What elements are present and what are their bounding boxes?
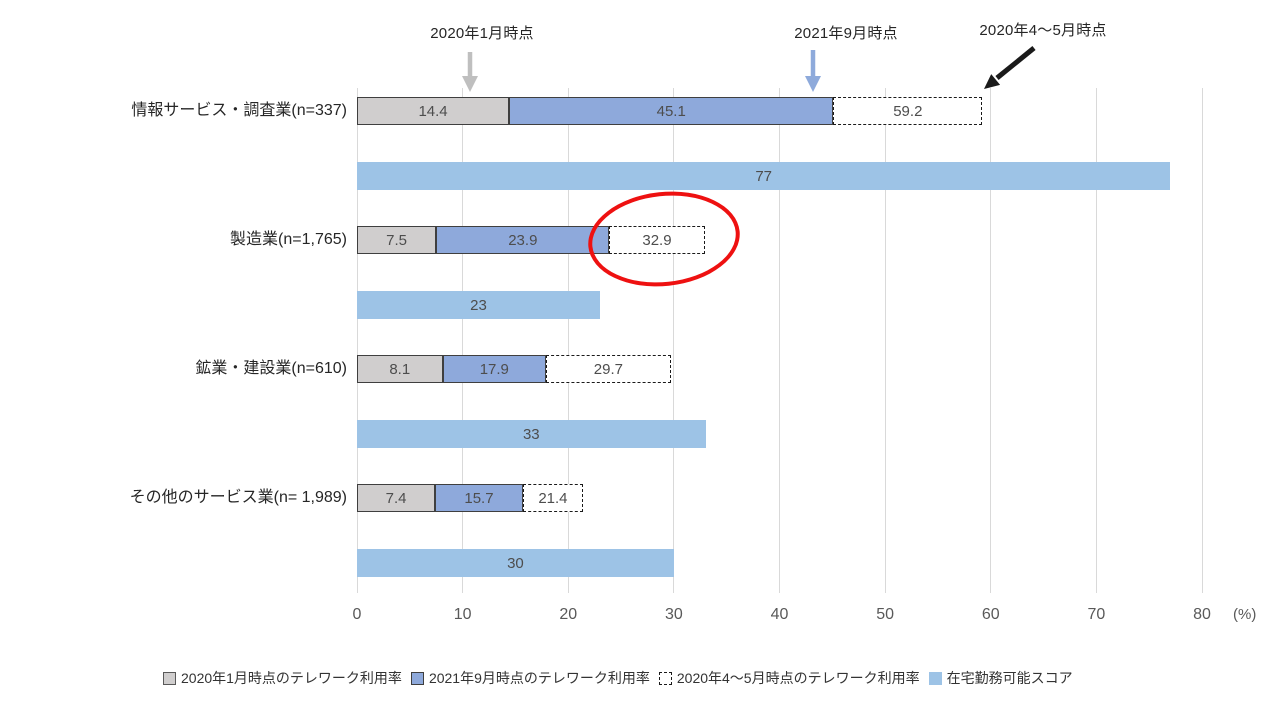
bar-segment-spring2020: 21.4 bbox=[522, 484, 584, 512]
bar-wfh-score: 23 bbox=[357, 291, 600, 319]
gridline bbox=[1095, 88, 1097, 593]
bar-wfh-score: 33 bbox=[357, 420, 706, 448]
legend-item-sep2021: 2021年9月時点のテレワーク利用率 bbox=[410, 668, 650, 688]
annotation-sep2021: 2021年9月時点 bbox=[794, 25, 898, 42]
gridline bbox=[462, 88, 464, 593]
gridline bbox=[673, 88, 675, 593]
gridline bbox=[779, 88, 780, 593]
gridline bbox=[567, 88, 569, 593]
legend-label-spring2020: 2020年4～5月時点のテレワーク利用率 bbox=[676, 670, 920, 686]
arrow-jan2020-icon bbox=[462, 52, 478, 92]
gridline bbox=[884, 88, 886, 593]
axis-tick-label: 40 bbox=[770, 606, 789, 623]
bar-segment-jan2020: 8.1 bbox=[357, 355, 443, 383]
bar-wfh-score: 77 bbox=[357, 162, 1171, 190]
axis-tick-label: 10 bbox=[453, 606, 472, 623]
bar-segment-jan2020: 7.5 bbox=[357, 226, 437, 254]
arrow-spring2020-icon bbox=[984, 46, 1036, 89]
axis-tick-label: 20 bbox=[559, 606, 578, 623]
category-label: 情報サービス・調査業(n=337) bbox=[131, 102, 347, 119]
legend-swatch-score-icon bbox=[928, 671, 942, 685]
bar-segment-sep2021: 17.9 bbox=[442, 355, 547, 383]
legend-item-score: 在宅勤務可能スコア bbox=[928, 668, 1073, 688]
axis-tick-label: 50 bbox=[876, 606, 895, 623]
chart-legend: 2020年1月時点のテレワーク利用率 2021年9月時点のテレワーク利用率 20… bbox=[163, 668, 1073, 688]
arrow-sep2021-icon bbox=[805, 50, 821, 92]
bar-segment-sep2021: 23.9 bbox=[436, 226, 610, 254]
legend-swatch-spring2020-icon bbox=[658, 671, 672, 685]
category-label: 鉱業・建設業(n=610) bbox=[195, 360, 347, 377]
bar-segment-jan2020: 7.4 bbox=[357, 484, 436, 512]
legend-item-spring2020: 2020年4～5月時点のテレワーク利用率 bbox=[658, 668, 920, 688]
gridline bbox=[990, 88, 992, 593]
legend-item-jan2020: 2020年1月時点のテレワーク利用率 bbox=[163, 668, 402, 688]
bar-segment-sep2021: 45.1 bbox=[509, 97, 834, 125]
axis-tick-label: 0 bbox=[352, 606, 362, 623]
legend-swatch-jan2020-icon bbox=[163, 671, 176, 685]
bar-segment-spring2020: 32.9 bbox=[609, 226, 705, 254]
axis-tick-label: 70 bbox=[1087, 606, 1106, 623]
x-axis-unit-label: (%) bbox=[1233, 606, 1257, 623]
legend-swatch-sep2021-icon bbox=[410, 671, 424, 685]
highlight-ellipse bbox=[583, 184, 745, 294]
axis-tick-label: 80 bbox=[1193, 606, 1211, 623]
gridline bbox=[1201, 88, 1203, 593]
category-label: 製造業(n=1,765) bbox=[230, 231, 347, 248]
bar-segment-sep2021: 15.7 bbox=[435, 484, 523, 512]
bar-segment-jan2020: 14.4 bbox=[357, 97, 510, 125]
legend-label-score: 在宅勤務可能スコア bbox=[946, 670, 1073, 686]
axis-tick-label: 60 bbox=[981, 606, 1000, 623]
category-label: その他のサービス業(n= 1,989) bbox=[129, 489, 347, 506]
gridline bbox=[356, 88, 358, 593]
bar-segment-spring2020: 59.2 bbox=[833, 97, 983, 125]
bar-wfh-score: 30 bbox=[357, 549, 674, 577]
legend-label-sep2021: 2021年9月時点のテレワーク利用率 bbox=[428, 670, 650, 686]
legend-label-jan2020: 2020年1月時点のテレワーク利用率 bbox=[181, 670, 402, 686]
annotation-jan2020: 2020年1月時点 bbox=[430, 25, 534, 42]
axis-tick-label: 30 bbox=[664, 606, 683, 623]
annotation-spring2020: 2020年4～5月時点 bbox=[979, 22, 1107, 39]
bar-segment-spring2020: 29.7 bbox=[546, 355, 671, 383]
